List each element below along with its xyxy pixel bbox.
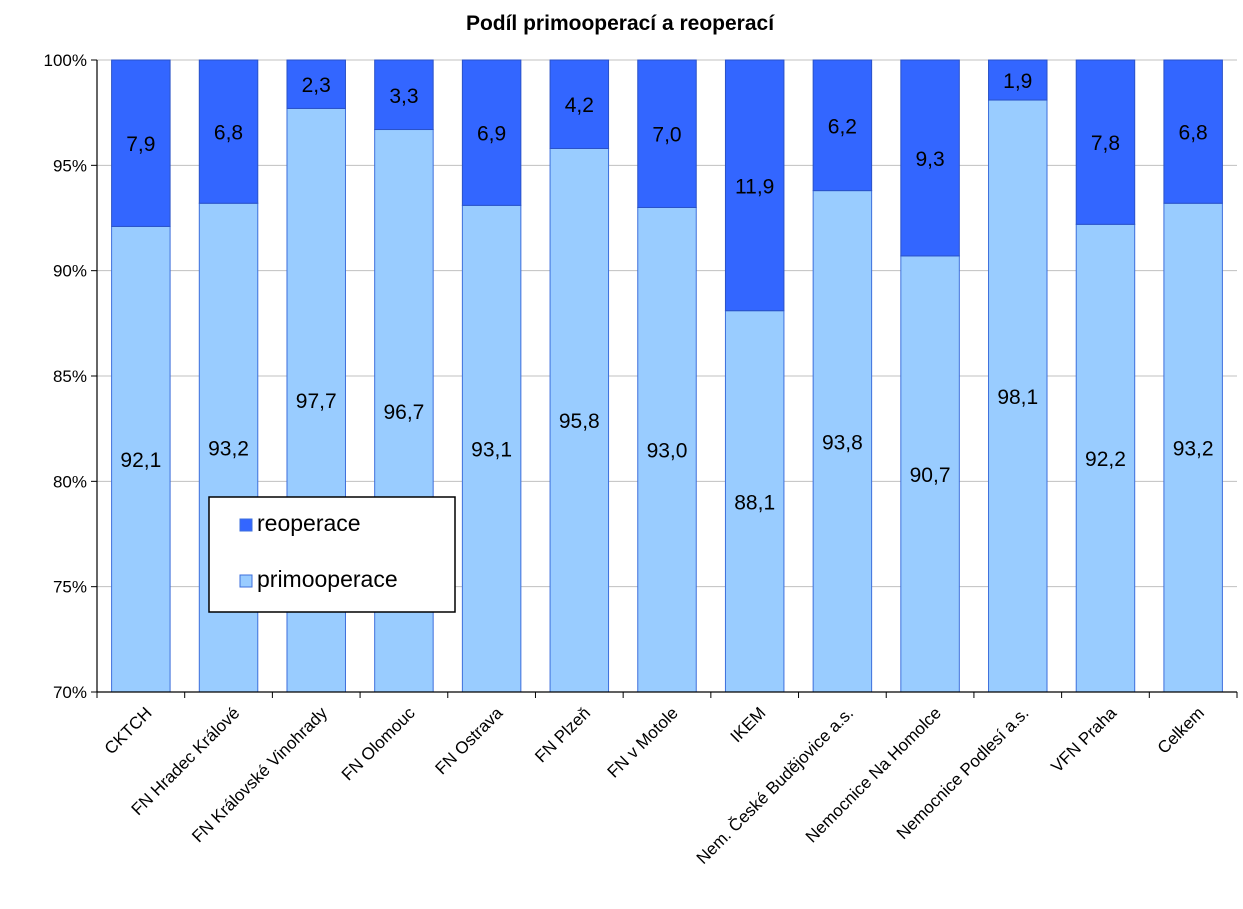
x-category-label: Celkem bbox=[1154, 703, 1208, 757]
data-label-primooperace: 93,1 bbox=[471, 439, 512, 462]
data-label-primooperace: 98,1 bbox=[997, 386, 1038, 409]
y-tick-label: 75% bbox=[53, 578, 87, 597]
data-label-primooperace: 88,1 bbox=[734, 491, 775, 514]
data-label-reoperace: 6,9 bbox=[477, 123, 506, 146]
data-label-reoperace: 1,9 bbox=[1003, 70, 1032, 93]
data-label-primooperace: 93,2 bbox=[208, 438, 249, 461]
bar-primooperace bbox=[724, 310, 785, 693]
bar-reoperace bbox=[637, 59, 697, 208]
x-category-label: VFN Praha bbox=[1047, 703, 1120, 776]
y-tick-label: 90% bbox=[53, 262, 87, 281]
data-label-reoperace: 2,3 bbox=[302, 74, 331, 97]
bar-primooperace bbox=[812, 190, 873, 693]
x-category-label: FN Plzeň bbox=[531, 703, 594, 766]
data-label-primooperace: 90,7 bbox=[910, 464, 951, 487]
x-category-label: IKEM bbox=[727, 703, 770, 746]
data-label-primooperace: 93,8 bbox=[822, 431, 863, 454]
bar-reoperace bbox=[1163, 59, 1223, 204]
bar-reoperace bbox=[1075, 59, 1136, 225]
bar-reoperace bbox=[724, 59, 785, 312]
bar-reoperace bbox=[374, 59, 434, 131]
data-label-primooperace: 95,8 bbox=[559, 410, 600, 433]
bars: 92,1 7,9 93,2 6,8 97,7 2,3 96,7 3,3 93,1 6,9 95,8 4… bbox=[111, 59, 1223, 693]
data-label-reoperace: 11,9 bbox=[735, 175, 774, 198]
data-label-reoperace: 7,0 bbox=[652, 124, 681, 147]
x-category-label: FN Ostrava bbox=[432, 703, 507, 778]
data-label-reoperace: 3,3 bbox=[389, 85, 418, 108]
y-tick-label: 95% bbox=[53, 156, 87, 175]
data-label-primooperace: 97,7 bbox=[296, 390, 337, 413]
y-tick-label: 100% bbox=[44, 51, 87, 70]
data-label-primooperace: 92,2 bbox=[1085, 448, 1126, 471]
bar-primooperace bbox=[637, 206, 697, 693]
legend-swatch-primooperace bbox=[239, 574, 253, 588]
x-category-label: FN Olomouc bbox=[338, 703, 419, 784]
x-category-label: CKTCH bbox=[101, 703, 156, 758]
bar-primooperace bbox=[988, 99, 1048, 693]
data-label-reoperace: 7,8 bbox=[1091, 132, 1120, 155]
data-label-reoperace: 6,8 bbox=[1179, 122, 1208, 145]
y-axis-ticks: 70% 75% 80% 85% 90% 95% 100% bbox=[44, 51, 97, 702]
bar-reoperace bbox=[111, 59, 171, 227]
data-label-reoperace: 6,2 bbox=[828, 115, 857, 138]
y-tick-label: 85% bbox=[53, 367, 87, 386]
legend-label-reoperace: reoperace bbox=[257, 510, 361, 536]
data-label-primooperace: 93,0 bbox=[647, 440, 688, 463]
legend-swatch-reoperace bbox=[239, 518, 253, 532]
legend: reoperace primooperace bbox=[208, 496, 456, 613]
bar-primooperace bbox=[900, 255, 960, 693]
bar-reoperace bbox=[286, 59, 346, 109]
chart-title: Podíl primooperací a reoperací bbox=[466, 12, 775, 35]
data-label-primooperace: 92,1 bbox=[120, 449, 161, 472]
bar-reoperace bbox=[461, 59, 522, 206]
y-tick-label: 80% bbox=[53, 472, 87, 491]
data-label-reoperace: 6,8 bbox=[214, 122, 243, 145]
bar-reoperace bbox=[198, 59, 259, 204]
bar-reoperace bbox=[549, 59, 610, 149]
x-category-label: FN v Motole bbox=[604, 703, 682, 781]
data-label-primooperace: 96,7 bbox=[383, 401, 424, 424]
bar-reoperace bbox=[988, 59, 1048, 101]
bar-primooperace bbox=[461, 204, 522, 693]
legend-label-primooperace: primooperace bbox=[257, 566, 398, 592]
data-label-reoperace: 4,2 bbox=[565, 94, 594, 117]
y-tick-label: 70% bbox=[53, 683, 87, 702]
legend-box bbox=[208, 496, 456, 613]
bar-reoperace bbox=[900, 59, 960, 257]
bar-reoperace bbox=[812, 59, 873, 192]
data-label-reoperace: 7,9 bbox=[126, 133, 155, 156]
bar-primooperace bbox=[1163, 202, 1223, 693]
data-label-primooperace: 93,2 bbox=[1173, 438, 1214, 461]
data-label-reoperace: 9,3 bbox=[915, 148, 944, 171]
x-category-label: Nem. České Budějovice a.s. bbox=[693, 703, 857, 867]
